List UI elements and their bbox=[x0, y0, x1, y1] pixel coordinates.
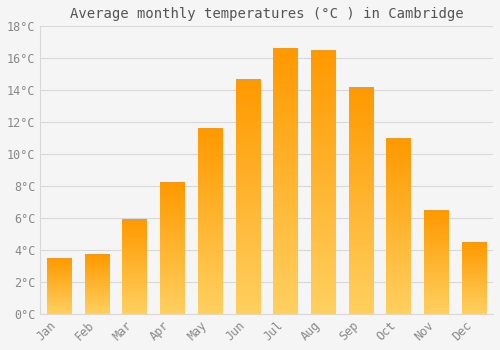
Title: Average monthly temperatures (°C ) in Cambridge: Average monthly temperatures (°C ) in Ca… bbox=[70, 7, 464, 21]
